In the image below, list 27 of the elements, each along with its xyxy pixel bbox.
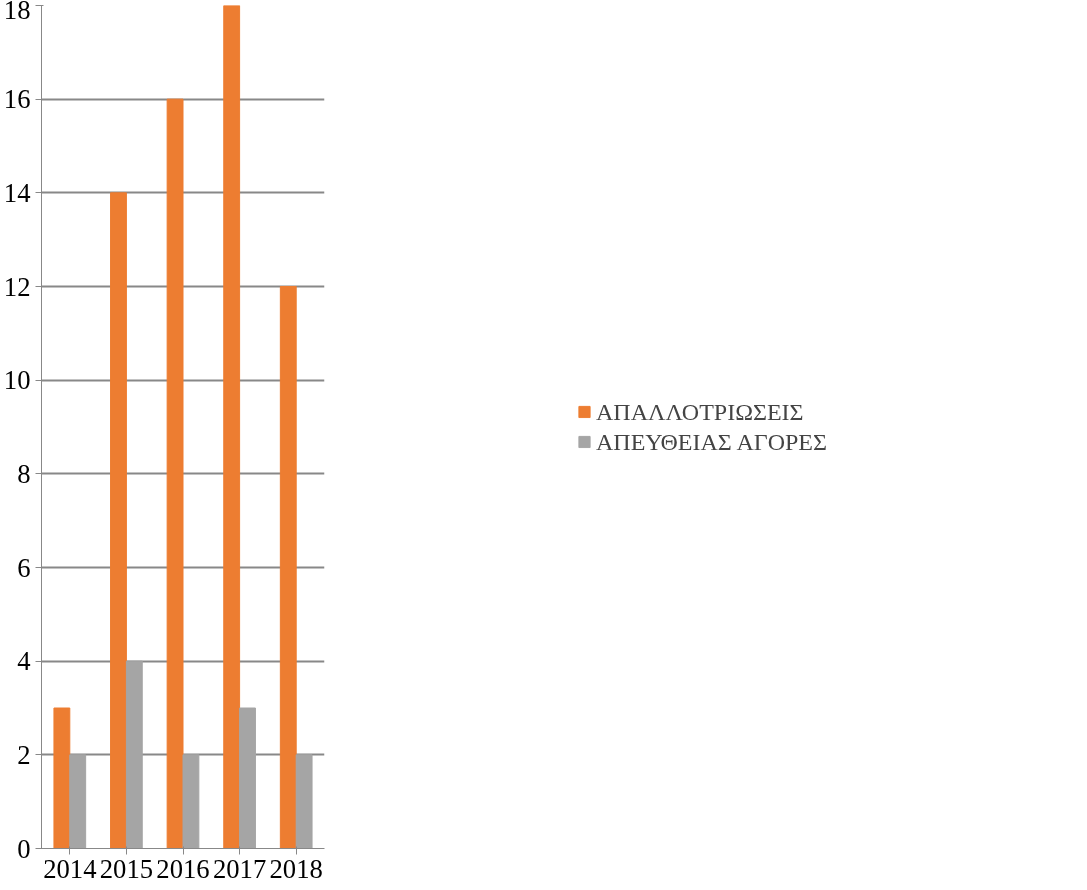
y-tick-label: 12 bbox=[3, 271, 31, 302]
y-tick-label: 10 bbox=[3, 365, 31, 396]
x-tick-label: 2017 bbox=[212, 853, 267, 884]
bar bbox=[125, 660, 143, 849]
bar bbox=[239, 707, 256, 849]
x-tick-label: 2014 bbox=[43, 853, 97, 884]
y-tick-label: 16 bbox=[3, 84, 31, 115]
bar bbox=[279, 286, 297, 849]
y-tick-label: 6 bbox=[17, 552, 31, 583]
y-tick-label: 18 bbox=[3, 0, 31, 25]
bar bbox=[295, 754, 313, 849]
x-tick-label: 2016 bbox=[156, 853, 210, 884]
x-tick-label: 2018 bbox=[269, 853, 323, 884]
legend-label: ΑΠΕΥΘΕΙΑΣ ΑΓΟΡΕΣ bbox=[596, 428, 827, 455]
y-tick-label: 14 bbox=[3, 177, 31, 208]
x-tick-label: 2015 bbox=[99, 853, 154, 884]
bar bbox=[53, 707, 71, 849]
legend-label: ΑΠΑΛΛΟΤΡΙΩΣΕΙΣ bbox=[596, 398, 804, 425]
y-tick-label: 8 bbox=[17, 458, 31, 489]
y-tick-label: 4 bbox=[17, 646, 31, 677]
bar bbox=[166, 98, 184, 849]
bar bbox=[110, 192, 127, 849]
y-tick-label: 0 bbox=[17, 833, 31, 864]
bar bbox=[69, 754, 87, 849]
bar bbox=[223, 5, 241, 849]
bar bbox=[182, 754, 200, 849]
y-tick-label: 2 bbox=[17, 739, 31, 770]
